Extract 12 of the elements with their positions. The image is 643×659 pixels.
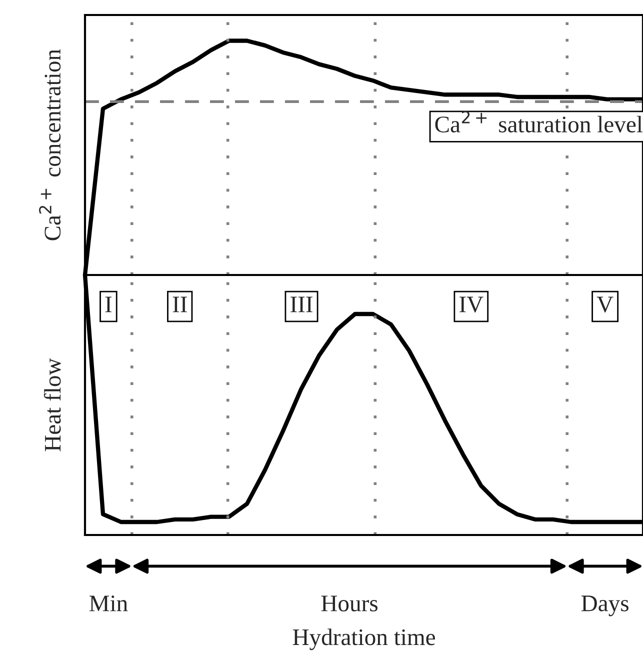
text: Days [581,596,628,616]
y-axis-title: Heat flow [44,358,61,452]
y-axis-title: Ca$^{2+}$ concentration [39,49,61,240]
annotation: V [596,296,614,313]
ref-line-label: Ca$^{2+}$ saturation level [435,110,643,132]
x-axis-title: Hydration time [292,628,435,650]
annotation: IV [460,296,484,313]
annotation: II [172,296,187,312]
text: Min [89,596,128,612]
text: Hours [321,596,378,612]
annotation: III [290,296,312,312]
annotation: I [105,296,112,312]
